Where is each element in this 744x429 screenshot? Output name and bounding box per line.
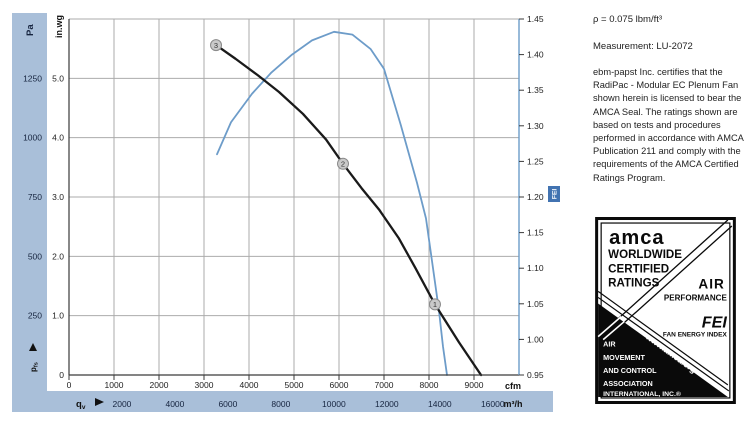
operating-point-label-3: 3 [214,41,218,50]
seal-diagonal-a1-white [597,315,622,338]
operating-point-label-1: 1 [433,300,437,309]
cfm-tick-label: 3000 [195,380,214,390]
pa-unit-label: Pa [25,24,36,36]
fei-tick-label: 1.10 [527,263,544,273]
fei-tick-label: 0.95 [527,370,544,380]
measurement-id: Measurement: LU-2072 [593,41,693,52]
seal-diagonal-b1 [597,290,729,386]
amca-seal: amca WORLDWIDE CERTIFIED RATINGS AIR PER… [595,217,736,404]
m3h-tick-label: 10000 [322,399,346,409]
operating-point-2 [337,157,350,170]
flow-axis-band [12,391,553,412]
flow-symbol-label: qv [76,399,86,411]
inwg-tick-label: 1.0 [52,311,64,321]
fei-tick-label: 1.00 [527,334,544,344]
fei-tick-label: 1.40 [527,50,544,60]
pa-axis-band [12,13,47,412]
m3h-tick-label: 16000 [481,399,505,409]
seal-performance: PERFORMANCE [664,293,728,302]
operating-point-1 [428,298,441,311]
seal-fei-sub: FAN ENERGY INDEX [663,332,728,339]
seal-org-line-3: AND CONTROL [603,366,657,375]
cfm-tick-label: 1000 [105,380,124,390]
pa-tick-label: 500 [28,251,42,261]
performance-chart: 0 1000 2000 3000 4000 5000 6000 7000 8000 9000 cfm… [12,13,560,412]
seal-org-line-1: AIR [603,340,616,349]
m3h-tick-label: 8000 [271,399,290,409]
seal-worldwide: WORLDWIDE [608,249,682,261]
fei-axis-badge-label: FEI [552,189,559,200]
cfm-tick-label: 7000 [375,380,394,390]
fei-tick-label: 1.05 [527,299,544,309]
certification-panel: ρ = 0.075 lbm/ft³ Measurement: LU-2072 e… [593,0,744,429]
inwg-tick-label: 2.0 [52,251,64,261]
operating-point-label-2: 2 [341,159,345,168]
seal-fei: FEI [702,314,728,332]
inwg-tick-label: 0 [59,370,64,380]
seal-logo: amca [609,227,664,249]
pa-tick-label: 1250 [23,73,42,83]
air-density-value: ρ = 0.075 lbm/ft³ [593,14,663,25]
fei-tick-label: 1.45 [527,14,544,24]
m3h-tick-label: 12000 [375,399,399,409]
cfm-tick-label: 5000 [285,380,304,390]
inwg-tick-label: 3.0 [52,192,64,202]
operating-point-3 [210,39,223,52]
seal-diagonal-b2 [597,296,730,392]
fei-tick-label: 1.35 [527,85,544,95]
pa-tick-label: 1000 [23,133,42,143]
seal-diagonal-a2 [602,225,733,343]
cfm-tick-label: 8000 [420,380,439,390]
static-pressure-curve [214,43,483,377]
seal-org-line-5: INTERNATIONAL, INC.® [603,390,681,398]
cfm-unit-label: cfm [505,381,521,391]
m3h-tick-label: 14000 [428,399,452,409]
m3h-unit-label: m³/h [504,399,523,409]
m3h-tick-label: 4000 [165,399,184,409]
pfs-symbol-label: pfs [29,362,40,372]
fei-axis-badge [548,186,560,202]
flow-direction-arrow-icon [95,398,104,406]
certification-text: ebm-papst Inc. certifies that the RadiPa… [593,67,744,183]
cfm-tick-label: 6000 [330,380,349,390]
inwg-unit-label: in.wg [54,15,64,38]
fei-curve [216,30,448,376]
pa-tick-label: 750 [28,192,42,202]
m3h-tick-label: 2000 [113,399,132,409]
fei-tick-label: 1.30 [527,121,544,131]
inwg-tick-label: 4.0 [52,133,64,143]
fei-tick-label: 1.20 [527,192,544,202]
fei-tick-label: 1.25 [527,156,544,166]
inwg-tick-label: 5.0 [52,73,64,83]
cfm-tick-label: 2000 [150,380,169,390]
seal-certified: CERTIFIED [608,263,669,275]
fei-tick-label: 1.15 [527,228,544,238]
cfm-tick-label: 4000 [240,380,259,390]
pa-tick-label: 250 [28,311,42,321]
seal-org-line-4: ASSOCIATION [603,379,653,388]
m3h-tick-label: 6000 [218,399,237,409]
seal-diagonal-a2-white [602,320,625,341]
seal-air: AIR [698,276,724,291]
seal-org-line-2: MOVEMENT [603,353,645,362]
pressure-axis-arrow-icon [29,343,37,351]
cfm-tick-label: 9000 [465,380,484,390]
cfm-tick-label: 0 [67,380,72,390]
seal-ratings: RATINGS [608,277,659,289]
